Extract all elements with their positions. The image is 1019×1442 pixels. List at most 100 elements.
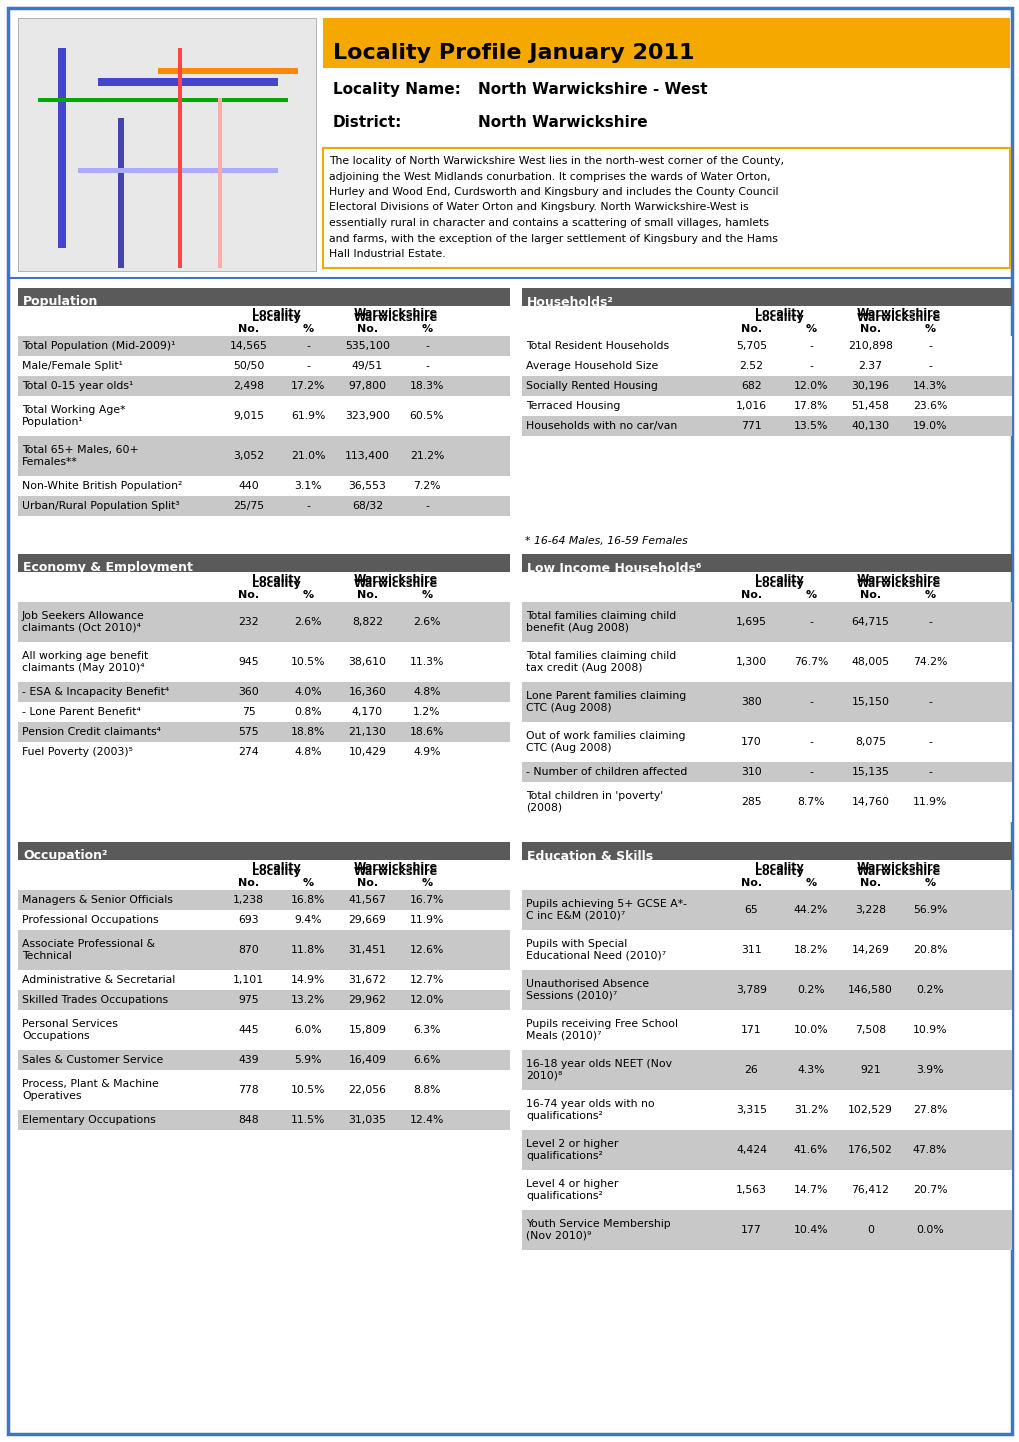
Text: 29,962: 29,962 [348, 995, 386, 1005]
Text: 4.0%: 4.0% [293, 686, 322, 696]
Bar [522, 1090, 1011, 1131]
Text: 7,508: 7,508 [854, 1025, 886, 1035]
Text: 4,424: 4,424 [736, 1145, 766, 1155]
Text: -: - [306, 360, 310, 371]
Text: Warwickshire: Warwickshire [856, 313, 940, 323]
Text: %: % [303, 878, 313, 887]
Text: 921: 921 [859, 1066, 880, 1074]
Text: %: % [805, 323, 816, 333]
Text: 682: 682 [741, 381, 761, 391]
Text: Locality: Locality [252, 580, 301, 588]
Bar [18, 554, 509, 572]
Text: 49/51: 49/51 [352, 360, 383, 371]
Bar [18, 476, 509, 496]
Text: 50/50: 50/50 [232, 360, 264, 371]
Bar [18, 435, 509, 476]
Text: 21.0%: 21.0% [290, 451, 325, 461]
Text: Pupils achieving 5+ GCSE A*-
C inc E&M (2010)⁷: Pupils achieving 5+ GCSE A*- C inc E&M (… [526, 900, 687, 921]
Text: %: % [923, 878, 934, 887]
Text: Unauthorised Absence
Sessions (2010)⁷: Unauthorised Absence Sessions (2010)⁷ [526, 979, 648, 1001]
Text: 15,809: 15,809 [348, 1025, 386, 1035]
Text: Locality: Locality [252, 313, 301, 323]
Text: Warwickshire: Warwickshire [354, 580, 437, 588]
Text: 41.6%: 41.6% [793, 1145, 827, 1155]
Text: 14.3%: 14.3% [912, 381, 947, 391]
Text: 14,565: 14,565 [229, 340, 267, 350]
Text: Occupation²: Occupation² [23, 849, 107, 862]
Text: Warwickshire: Warwickshire [354, 862, 437, 872]
Text: Non-White British Population²: Non-White British Population² [22, 482, 182, 490]
Text: - Number of children affected: - Number of children affected [526, 767, 687, 777]
Bar [18, 1110, 509, 1131]
Text: 1,300: 1,300 [735, 658, 766, 668]
Text: 440: 440 [237, 482, 259, 490]
Text: %: % [303, 323, 313, 333]
Text: * 16-64 Males, 16-59 Females: * 16-64 Males, 16-59 Females [525, 536, 687, 547]
Text: and farms, with the exception of the larger settlement of Kingsbury and the Hams: and farms, with the exception of the lar… [329, 234, 777, 244]
Text: Total 65+ Males, 60+
Females**: Total 65+ Males, 60+ Females** [22, 446, 139, 467]
Text: -: - [927, 696, 931, 707]
Text: -: - [425, 340, 429, 350]
Text: 771: 771 [741, 421, 761, 431]
Text: 1,238: 1,238 [232, 895, 264, 906]
Text: Locality: Locality [754, 309, 803, 319]
Text: 170: 170 [741, 737, 761, 747]
Text: -: - [927, 617, 931, 627]
Text: -: - [927, 737, 931, 747]
Text: 12.6%: 12.6% [410, 945, 443, 955]
Text: Electoral Divisions of Water Orton and Kingsbury. North Warwickshire-West is: Electoral Divisions of Water Orton and K… [329, 202, 748, 212]
Bar [522, 682, 1011, 722]
Text: -: - [306, 500, 310, 510]
Text: - Lone Parent Benefit⁴: - Lone Parent Benefit⁴ [22, 707, 141, 717]
Text: Locality: Locality [252, 862, 301, 872]
Text: 11.8%: 11.8% [290, 945, 325, 955]
Text: Locality: Locality [754, 580, 803, 588]
Text: Warwickshire: Warwickshire [354, 574, 437, 584]
Text: 0.8%: 0.8% [293, 707, 322, 717]
Text: 1.2%: 1.2% [413, 707, 440, 717]
Bar [522, 761, 1011, 782]
Text: 3,315: 3,315 [736, 1105, 766, 1115]
Text: Average Household Size: Average Household Size [526, 360, 657, 371]
Text: Out of work families claiming
CTC (Aug 2008): Out of work families claiming CTC (Aug 2… [526, 731, 685, 753]
Text: -: - [808, 617, 812, 627]
Text: 8.7%: 8.7% [797, 797, 824, 808]
Text: 12.4%: 12.4% [410, 1115, 443, 1125]
Text: 61.9%: 61.9% [290, 411, 325, 421]
Text: 9,015: 9,015 [232, 411, 264, 421]
Text: 6.0%: 6.0% [293, 1025, 322, 1035]
Text: Warwickshire: Warwickshire [354, 309, 437, 319]
Bar [522, 1210, 1011, 1250]
Text: Personal Services
Occupations: Personal Services Occupations [22, 1019, 118, 1041]
Text: 310: 310 [741, 767, 761, 777]
Text: 31,035: 31,035 [348, 1115, 386, 1125]
Bar [522, 970, 1011, 1009]
Text: Locality: Locality [754, 867, 803, 877]
Text: -: - [808, 360, 812, 371]
Text: 16,409: 16,409 [348, 1056, 386, 1066]
Text: -: - [927, 767, 931, 777]
Bar [522, 376, 1011, 397]
Text: 8.8%: 8.8% [413, 1084, 440, 1094]
Text: Warwickshire: Warwickshire [856, 862, 940, 872]
Text: 4.8%: 4.8% [293, 747, 321, 757]
Text: No.: No. [740, 878, 761, 887]
Text: Total Working Age*
Population¹: Total Working Age* Population¹ [22, 405, 125, 427]
Text: Warwickshire: Warwickshire [856, 580, 940, 588]
Text: 4.3%: 4.3% [797, 1066, 824, 1074]
Text: 31,672: 31,672 [348, 975, 386, 985]
Text: 102,529: 102,529 [847, 1105, 892, 1115]
Text: -: - [808, 767, 812, 777]
Bar [118, 118, 124, 268]
Text: 4.9%: 4.9% [413, 747, 440, 757]
Bar [522, 722, 1011, 761]
Text: Low Income Households⁶: Low Income Households⁶ [527, 561, 701, 574]
Text: 3,052: 3,052 [232, 451, 264, 461]
Text: No.: No. [357, 590, 378, 600]
Text: 975: 975 [238, 995, 259, 1005]
Bar [522, 890, 1011, 930]
Text: 27.8%: 27.8% [912, 1105, 947, 1115]
Text: 31.2%: 31.2% [793, 1105, 827, 1115]
Text: %: % [303, 590, 313, 600]
Text: No.: No. [859, 323, 880, 333]
